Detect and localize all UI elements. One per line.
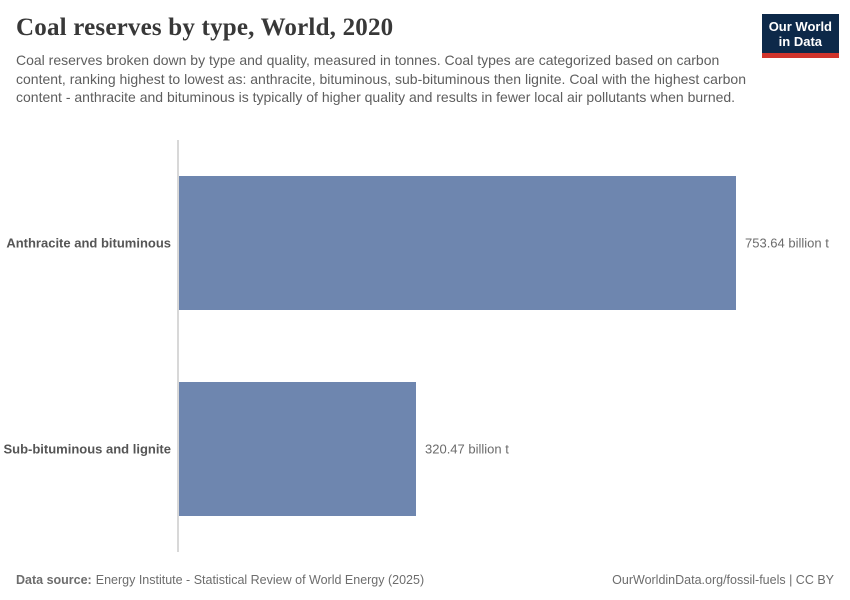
bar-row: Anthracite and bituminous 753.64 billion … xyxy=(0,140,850,346)
chart-subtitle: Coal reserves broken down by type and qu… xyxy=(16,52,746,105)
footer-data-source: Data source: Energy Institute - Statistic… xyxy=(16,573,424,587)
owid-logo-line2: in Data xyxy=(778,34,823,49)
chart-header: Coal reserves by type, World, 2020 Coal … xyxy=(16,14,834,107)
data-source-label: Data source: xyxy=(16,573,92,587)
footer-attribution-link[interactable]: OurWorldinData.org/fossil-fuels | CC BY xyxy=(612,573,834,587)
chart-title: Coal reserves by type, World, 2020 xyxy=(16,14,394,41)
bar-value-label: 320.47 billion t xyxy=(425,441,509,457)
bar-row: Sub-bituminous and lignite 320.47 billion… xyxy=(0,346,850,552)
bar[interactable] xyxy=(179,176,736,310)
owid-logo-line1: Our World xyxy=(768,19,832,34)
data-source-text: Energy Institute - Statistical Review of… xyxy=(95,573,425,587)
bar-category-label: Sub-bituminous and lignite xyxy=(3,441,171,457)
y-axis-line xyxy=(177,140,179,552)
bar-value-label: 753.64 billion t xyxy=(745,235,829,251)
bar[interactable] xyxy=(179,382,416,516)
bar-category-label: Anthracite and bituminous xyxy=(6,235,171,251)
chart-footer: Data source: Energy Institute - Statistic… xyxy=(16,573,834,587)
bar-chart: Anthracite and bituminous 753.64 billion … xyxy=(0,140,850,552)
owid-logo[interactable]: Our World in Data xyxy=(761,14,839,58)
